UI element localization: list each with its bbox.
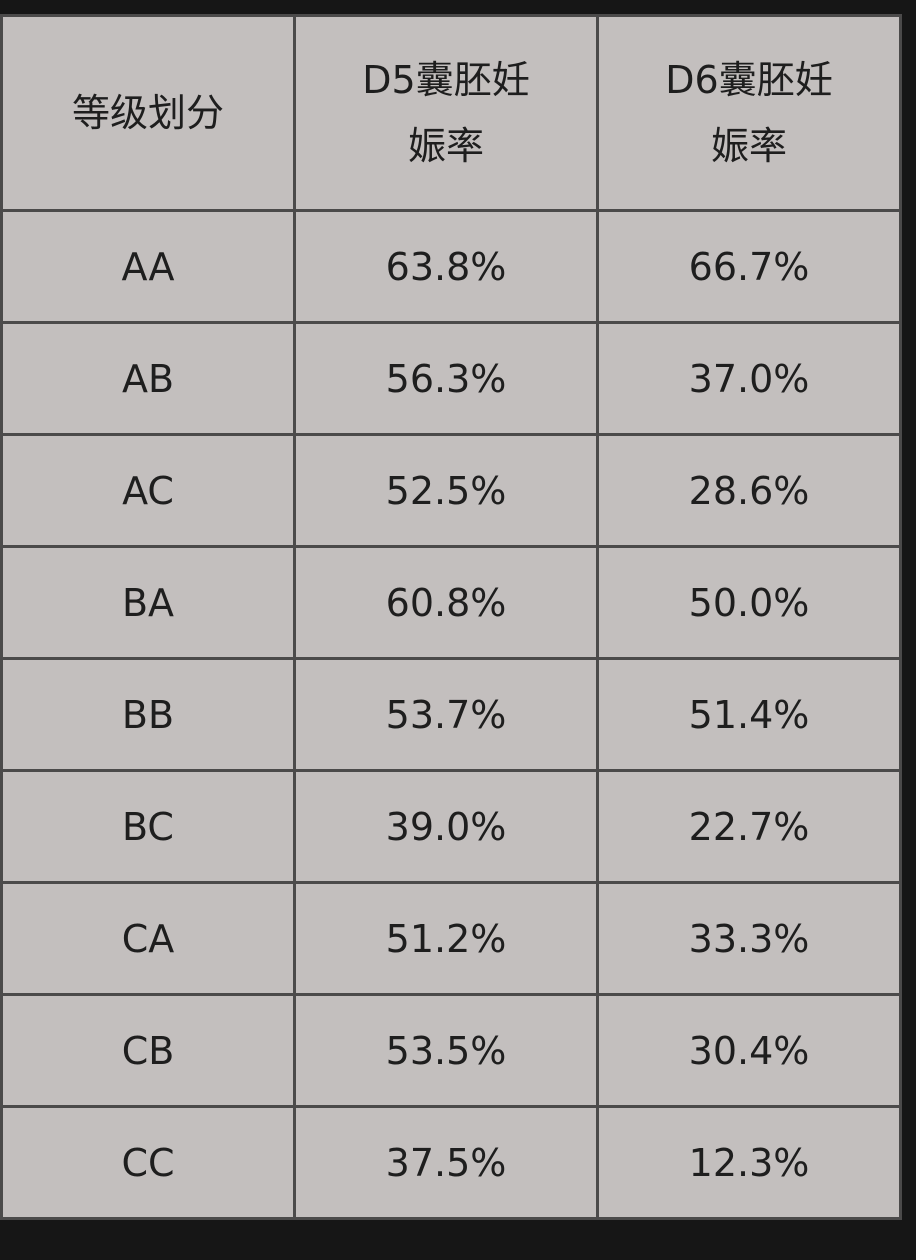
rate-cell: 51.4%: [596, 657, 902, 772]
grade-cell: AC: [0, 433, 296, 548]
rate-cell: 37.0%: [596, 321, 902, 436]
header-cell: D5囊胚妊娠率: [293, 14, 599, 212]
rate-cell: 56.3%: [293, 321, 599, 436]
table-row: AA 63.8% 66.7%: [0, 209, 902, 324]
grade-cell: CB: [0, 993, 296, 1108]
rate-cell: 66.7%: [596, 209, 902, 324]
grade-cell: CC: [0, 1105, 296, 1220]
rate-cell: 51.2%: [293, 881, 599, 996]
table-row: AB 56.3% 37.0%: [0, 321, 902, 436]
table-row: BA 60.8% 50.0%: [0, 545, 902, 660]
rate-cell: 53.5%: [293, 993, 599, 1108]
header-text: D5囊胚妊娠率: [362, 58, 530, 168]
table-row: CC 37.5% 12.3%: [0, 1105, 902, 1220]
table-head: 等级划分 D5囊胚妊娠率 D6囊胚妊娠率: [0, 14, 902, 212]
table-row: BB 53.7% 51.4%: [0, 657, 902, 772]
rate-cell: 37.5%: [293, 1105, 599, 1220]
data-table: 等级划分 D5囊胚妊娠率 D6囊胚妊娠率 AA 63.8% 66.7% AB 56.3% 37…: [0, 14, 902, 1220]
header-text: D6囊胚妊娠率: [665, 58, 833, 168]
table-row: BC 39.0% 22.7%: [0, 769, 902, 884]
rate-cell: 12.3%: [596, 1105, 902, 1220]
header-row: 等级划分 D5囊胚妊娠率 D6囊胚妊娠率: [0, 14, 902, 212]
table-row: CA 51.2% 33.3%: [0, 881, 902, 996]
rate-cell: 39.0%: [293, 769, 599, 884]
header-text: 等级划分: [71, 91, 224, 135]
table-row: AC 52.5% 28.6%: [0, 433, 902, 548]
rate-cell: 60.8%: [293, 545, 599, 660]
rate-cell: 52.5%: [293, 433, 599, 548]
grade-cell: CA: [0, 881, 296, 996]
rate-cell: 53.7%: [293, 657, 599, 772]
grade-cell: BA: [0, 545, 296, 660]
table-container: 等级划分 D5囊胚妊娠率 D6囊胚妊娠率 AA 63.8% 66.7% AB 56.3% 37…: [0, 14, 902, 1220]
rate-cell: 22.7%: [596, 769, 902, 884]
rate-cell: 28.6%: [596, 433, 902, 548]
grade-cell: AA: [0, 209, 296, 324]
table-row: CB 53.5% 30.4%: [0, 993, 902, 1108]
header-cell: D6囊胚妊娠率: [596, 14, 902, 212]
table-body: AA 63.8% 66.7% AB 56.3% 37.0% AC 52.5% 28.6% BA 60…: [0, 209, 902, 1220]
grade-cell: AB: [0, 321, 296, 436]
rate-cell: 50.0%: [596, 545, 902, 660]
header-cell: 等级划分: [0, 14, 296, 212]
rate-cell: 63.8%: [293, 209, 599, 324]
rate-cell: 30.4%: [596, 993, 902, 1108]
grade-cell: BC: [0, 769, 296, 884]
grade-cell: BB: [0, 657, 296, 772]
rate-cell: 33.3%: [596, 881, 902, 996]
